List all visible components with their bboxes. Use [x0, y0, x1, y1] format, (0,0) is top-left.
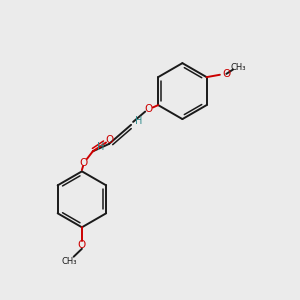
Text: CH₃: CH₃	[62, 257, 77, 266]
Text: O: O	[145, 103, 153, 114]
Text: H: H	[98, 142, 105, 152]
Text: O: O	[79, 158, 88, 167]
Text: H: H	[135, 116, 143, 126]
Text: O: O	[223, 69, 231, 79]
Text: O: O	[106, 135, 114, 146]
Text: O: O	[78, 240, 86, 250]
Text: CH₃: CH₃	[230, 63, 246, 72]
